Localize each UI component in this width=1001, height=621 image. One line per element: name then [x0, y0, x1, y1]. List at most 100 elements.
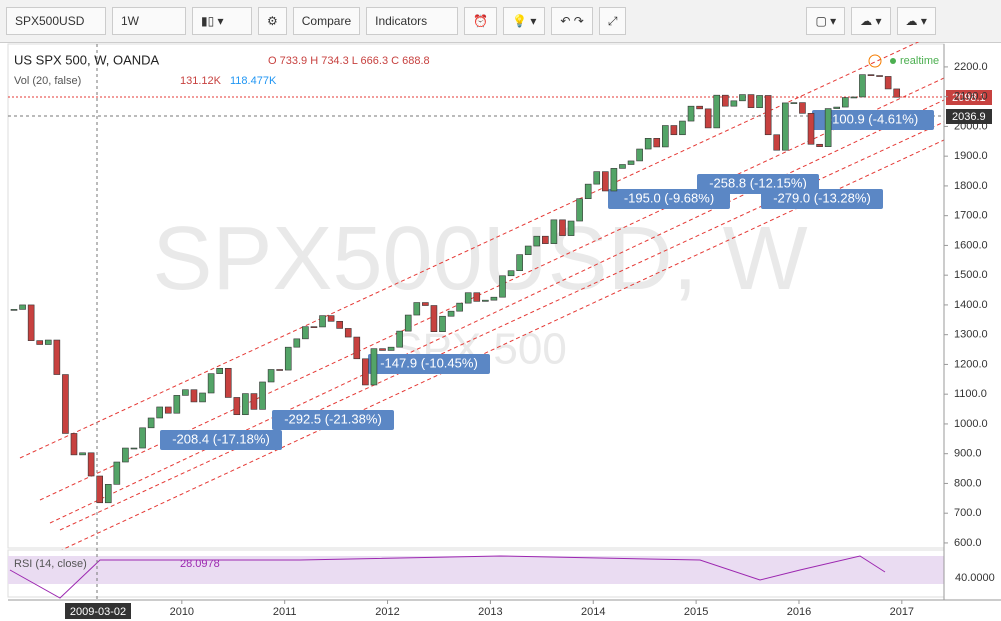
- crosshair-price: 2036.9: [952, 111, 986, 123]
- rsi-label: RSI (14, close): [14, 558, 87, 570]
- candle: [876, 75, 883, 77]
- candle: [10, 309, 18, 311]
- measure-box: [160, 430, 282, 450]
- candle: [636, 148, 643, 162]
- x-tick-label: 2012: [375, 606, 399, 618]
- candle: [764, 95, 772, 136]
- candle: [207, 373, 215, 394]
- volume-ma: 118.477K: [230, 75, 277, 87]
- candle: [310, 326, 318, 328]
- candle: [233, 397, 241, 416]
- candle: [559, 219, 566, 236]
- measure-label: -147.9 (-10.45%): [380, 355, 478, 370]
- candle: [859, 74, 866, 98]
- candle: [704, 108, 712, 129]
- candle: [396, 330, 403, 348]
- y-tick-label: 2000.0: [954, 120, 988, 132]
- candle: [482, 299, 489, 302]
- candle: [130, 447, 138, 450]
- candle: [259, 381, 266, 410]
- indicators-button[interactable]: Indicators: [366, 7, 459, 35]
- candle: [242, 393, 249, 416]
- channel-lines: [19, 42, 945, 561]
- candle: [79, 452, 86, 456]
- candle: [224, 367, 232, 398]
- settings-button[interactable]: ⚙: [258, 7, 287, 35]
- measure-box: [368, 354, 490, 374]
- alert-button[interactable]: ⏰: [464, 7, 498, 35]
- chart-style-button[interactable]: ▮▯ ▾: [192, 7, 252, 35]
- y-tick-label: 2100.0: [954, 91, 988, 103]
- candle: [104, 484, 112, 504]
- candle: [713, 94, 721, 129]
- candle: [379, 348, 386, 351]
- candle: [807, 113, 815, 145]
- legend-title: US SPX 500, W, OANDA: [14, 52, 160, 67]
- candle: [139, 427, 146, 449]
- candle: [456, 302, 463, 312]
- candle: [507, 270, 515, 277]
- candle: [722, 94, 729, 107]
- y-tick-label: 1500.0: [954, 269, 988, 281]
- cloud-save[interactable]: ☁ ▾: [896, 7, 936, 35]
- y-tick-label: 2200.0: [954, 61, 988, 73]
- color-button[interactable]: ▢ ▾: [806, 7, 846, 35]
- cloud-load[interactable]: ☁ ▾: [851, 7, 891, 35]
- y-tick-label: 1000.0: [954, 418, 988, 430]
- candle: [867, 74, 875, 76]
- volume-label: Vol (20, false): [14, 75, 81, 87]
- candle: [653, 138, 661, 148]
- ideas-button[interactable]: 💡 ▾: [503, 7, 546, 35]
- candle: [593, 171, 601, 185]
- candle: [44, 339, 52, 345]
- fullscreen-button[interactable]: ⤢: [598, 7, 627, 35]
- y-tick-label: 1900.0: [954, 150, 988, 162]
- measurements: -208.4 (-17.18%) -292.5 (-21.38%) -147.9 (…: [160, 110, 934, 450]
- candle: [576, 198, 583, 222]
- realtime-label: realtime: [900, 55, 939, 67]
- compare-button[interactable]: Compare: [292, 7, 361, 35]
- candle: [550, 219, 558, 244]
- candle: [824, 108, 832, 147]
- candle: [53, 339, 61, 375]
- candle: [19, 304, 26, 310]
- undo-redo[interactable]: ↶ ↷: [551, 7, 593, 35]
- candle: [413, 302, 421, 316]
- candle: [602, 171, 609, 192]
- candle: [293, 338, 301, 348]
- rsi-band: [8, 556, 944, 584]
- candle: [799, 102, 806, 114]
- candle: [447, 310, 455, 317]
- y-tick-label: 700.0: [954, 507, 982, 519]
- symbol-button[interactable]: SPX500USD: [6, 7, 106, 35]
- y-tick-label: 800.0: [954, 477, 982, 489]
- candle: [490, 296, 498, 301]
- candle: [27, 304, 35, 341]
- candle: [464, 292, 472, 304]
- warning-icon[interactable]: [868, 54, 882, 68]
- last-price: 2098.1: [952, 92, 986, 104]
- interval-button[interactable]: 1W: [112, 7, 186, 35]
- candle: [542, 235, 549, 244]
- watermark: SPX500USD, W: [152, 209, 807, 309]
- candle: [284, 346, 292, 371]
- candle: [781, 102, 789, 151]
- candle: [173, 395, 181, 414]
- candle: [473, 292, 481, 302]
- candle: [850, 96, 858, 99]
- candle: [216, 367, 223, 374]
- candle: [250, 393, 258, 410]
- toolbar: SPX500USD 1W ▮▯ ▾ ⚙ Compare Indicators ⏰…: [0, 0, 1001, 43]
- candle: [156, 406, 163, 419]
- measure-label: -292.5 (-21.38%): [284, 411, 382, 426]
- candle: [199, 392, 206, 403]
- measure-box: [272, 410, 394, 430]
- candle: [344, 328, 352, 338]
- candle: [319, 315, 326, 328]
- candle: [670, 125, 678, 136]
- y-tick-label: 1100.0: [954, 388, 987, 400]
- candle: [816, 143, 823, 147]
- candle: [404, 314, 412, 332]
- volume-value: 131.12K: [180, 75, 222, 87]
